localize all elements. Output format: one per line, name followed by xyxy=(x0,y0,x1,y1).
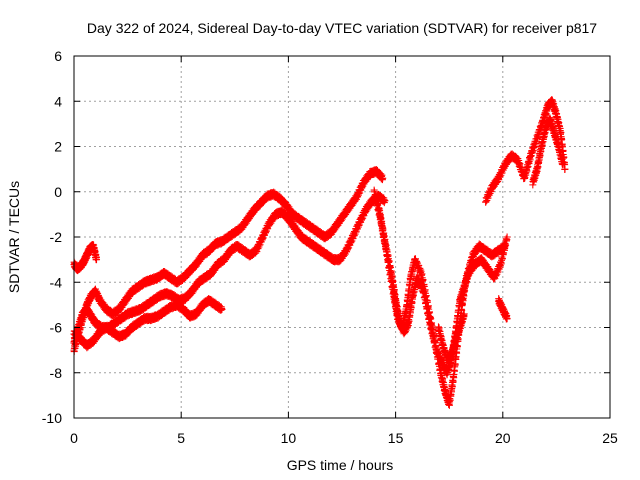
y-tick-label: -6 xyxy=(50,320,63,336)
y-tick-label: -10 xyxy=(42,410,62,426)
y-axis-label: SDTVAR / TECUs xyxy=(6,181,22,293)
data-point xyxy=(381,197,389,205)
data-point xyxy=(93,256,101,264)
y-tick-label: 4 xyxy=(54,93,62,109)
y-tick-label: -4 xyxy=(50,274,63,290)
y-tick-label: 0 xyxy=(54,184,62,200)
y-tick-label: -2 xyxy=(50,229,63,245)
data-point xyxy=(218,305,226,313)
series-3 xyxy=(70,295,226,352)
x-tick-label: 15 xyxy=(388,430,404,446)
x-tick-label: 5 xyxy=(177,430,185,446)
series-8 xyxy=(482,96,569,206)
series-4 xyxy=(70,240,101,275)
data-point xyxy=(379,174,387,182)
y-tick-label: 6 xyxy=(54,48,62,64)
y-tick-label: -8 xyxy=(50,365,63,381)
series-2 xyxy=(70,190,389,347)
x-axis-label: GPS time / hours xyxy=(287,457,394,473)
x-tick-label: 10 xyxy=(281,430,297,446)
chart-title: Day 322 of 2024, Sidereal Day-to-day VTE… xyxy=(87,20,597,36)
tick-labels: 0 5 10 15 20 25 -10 -8 -6 -4 -2 0 2 4 6 xyxy=(42,48,618,446)
data-marks xyxy=(70,96,569,409)
grid-lines xyxy=(74,56,610,418)
x-tick-label: 20 xyxy=(495,430,511,446)
x-tick-label: 0 xyxy=(70,430,78,446)
y-tick-label: 2 xyxy=(54,139,62,155)
series-10 xyxy=(495,295,511,323)
x-tick-label: 25 xyxy=(602,430,618,446)
series-5 xyxy=(370,186,509,409)
